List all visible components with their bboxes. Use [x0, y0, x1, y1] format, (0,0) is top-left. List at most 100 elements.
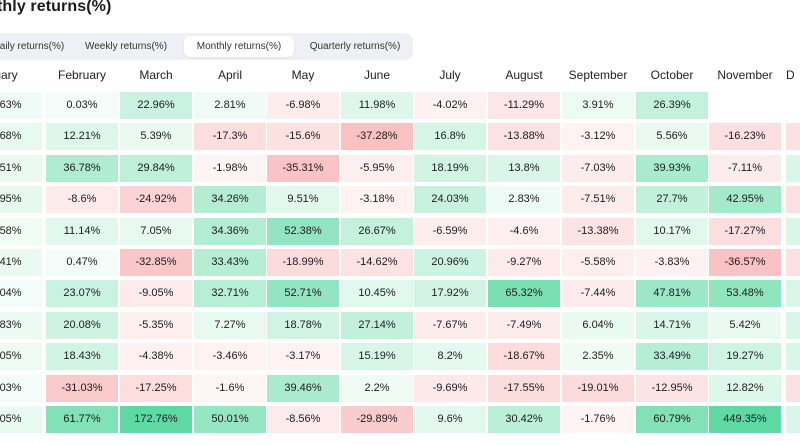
column-header-january: uary — [0, 68, 18, 82]
return-cell-february: 11.14% — [46, 217, 118, 245]
return-cell-january: 4.83% — [0, 311, 42, 339]
return-cell-april: 7.27% — [194, 311, 266, 339]
tab-weekly-returns[interactable]: Weekly returns(%) — [84, 41, 168, 52]
column-header-april: April — [217, 68, 242, 82]
return-cell-december — [786, 92, 800, 119]
return-cell-july: -6.59% — [414, 217, 486, 245]
return-cell-february: 0.03% — [46, 92, 118, 119]
return-cell-november — [709, 92, 781, 119]
return-cell-august: -4.6% — [488, 217, 560, 245]
return-cell-february: -8.6% — [46, 186, 118, 214]
tab-daily-returns[interactable]: aily returns(%) — [0, 41, 65, 52]
return-cell-august: -9.27% — [488, 249, 560, 276]
return-cell-november: 12.82% — [709, 374, 781, 402]
return-cell-may: 18.78% — [267, 311, 339, 339]
return-cell-march: -32.85% — [120, 249, 192, 276]
return-cell-january: 7.95% — [0, 186, 42, 214]
return-cell-september: 6.04% — [562, 311, 634, 339]
return-cell-november: -36.57% — [709, 249, 781, 276]
column-header-december: D — [786, 68, 795, 82]
return-cell-june: -5.95% — [341, 154, 413, 182]
tab-monthly-returns[interactable]: Monthly returns(%) — [184, 36, 294, 57]
column-header-august: August — [505, 68, 543, 82]
return-cell-august: 2.83% — [488, 186, 560, 214]
return-cell-december — [786, 406, 800, 433]
return-cell-october: -12.95% — [636, 374, 708, 402]
return-cell-march: -4.38% — [120, 343, 192, 371]
return-cell-january: 1.58% — [0, 217, 42, 245]
return-cell-june: -3.18% — [341, 186, 413, 214]
return-cell-july: -9.69% — [414, 374, 486, 402]
return-cell-february: 0.47% — [46, 249, 118, 276]
return-cell-february: 23.07% — [46, 280, 118, 308]
returns-period-tabs: aily returns(%) Weekly returns(%) Monthl… — [0, 33, 413, 60]
return-cell-april: -1.6% — [194, 374, 266, 402]
return-cell-july: 20.96% — [414, 249, 486, 276]
return-cell-september: -13.38% — [562, 217, 634, 245]
return-cell-july: 24.03% — [414, 186, 486, 214]
return-cell-october: 60.79% — [636, 406, 708, 433]
return-cell-june: 10.45% — [341, 280, 413, 308]
return-cell-july: -7.67% — [414, 311, 486, 339]
return-cell-may: 52.71% — [267, 280, 339, 308]
return-cell-may: -6.98% — [267, 92, 339, 119]
return-cell-august: -17.55% — [488, 374, 560, 402]
return-cell-december — [786, 186, 800, 214]
column-header-february: February — [57, 68, 107, 82]
return-cell-may: 9.51% — [267, 186, 339, 214]
column-header-september: September — [568, 68, 628, 82]
return-cell-may: -8.56% — [267, 406, 339, 433]
return-cell-july: 18.19% — [414, 154, 486, 182]
return-cell-april: 32.71% — [194, 280, 266, 308]
return-cell-october: 33.49% — [636, 343, 708, 371]
return-cell-january: 5.51% — [0, 154, 42, 182]
column-header-march: March — [139, 68, 173, 82]
return-cell-august: 65.32% — [488, 280, 560, 308]
return-cell-september: 2.35% — [562, 343, 634, 371]
return-cell-december — [786, 123, 800, 151]
return-cell-march: 172.76% — [120, 406, 192, 433]
return-cell-june: 2.2% — [341, 374, 413, 402]
return-cell-june: -37.28% — [341, 123, 413, 151]
return-cell-march: 5.39% — [120, 123, 192, 151]
return-cell-february: 36.78% — [46, 154, 118, 182]
return-cell-december — [786, 343, 800, 371]
page-title: thly returns(%) — [0, 0, 112, 15]
return-cell-january: 2.63% — [0, 92, 42, 119]
return-cell-august: 13.8% — [488, 154, 560, 182]
return-cell-october: 27.7% — [636, 186, 708, 214]
return-cell-august: -18.67% — [488, 343, 560, 371]
return-cell-march: -17.25% — [120, 374, 192, 402]
return-cell-august: -13.88% — [488, 123, 560, 151]
column-header-june: June — [363, 68, 391, 82]
return-cell-march: 22.96% — [120, 92, 192, 119]
return-cell-may: 39.46% — [267, 374, 339, 402]
return-cell-september: -1.76% — [562, 406, 634, 433]
return-cell-november: 19.27% — [709, 343, 781, 371]
column-header-november: November — [717, 68, 773, 82]
return-cell-march: -5.35% — [120, 311, 192, 339]
return-cell-july: 16.8% — [414, 123, 486, 151]
return-cell-december — [786, 249, 800, 276]
return-cell-september: -5.58% — [562, 249, 634, 276]
return-cell-july: 9.6% — [414, 406, 486, 433]
return-cell-september: 3.91% — [562, 92, 634, 119]
return-cell-november: -7.11% — [709, 154, 781, 182]
return-cell-june: 11.98% — [341, 92, 413, 119]
return-cell-november: 449.35% — [709, 406, 781, 433]
return-cell-february: 20.08% — [46, 311, 118, 339]
column-header-july: July — [439, 68, 461, 82]
return-cell-december — [786, 217, 800, 245]
return-cell-november: -17.27% — [709, 217, 781, 245]
return-cell-september: -19.01% — [562, 374, 634, 402]
return-cell-july: 17.92% — [414, 280, 486, 308]
tab-quarterly-returns[interactable]: Quarterly returns(%) — [309, 41, 401, 52]
return-cell-november: -16.23% — [709, 123, 781, 151]
return-cell-june: 26.67% — [341, 217, 413, 245]
return-cell-october: 5.56% — [636, 123, 708, 151]
return-cell-march: 29.84% — [120, 154, 192, 182]
return-cell-april: -17.3% — [194, 123, 266, 151]
return-cell-june: 27.14% — [341, 311, 413, 339]
return-cell-march: 7.05% — [120, 217, 192, 245]
return-cell-october: 10.17% — [636, 217, 708, 245]
